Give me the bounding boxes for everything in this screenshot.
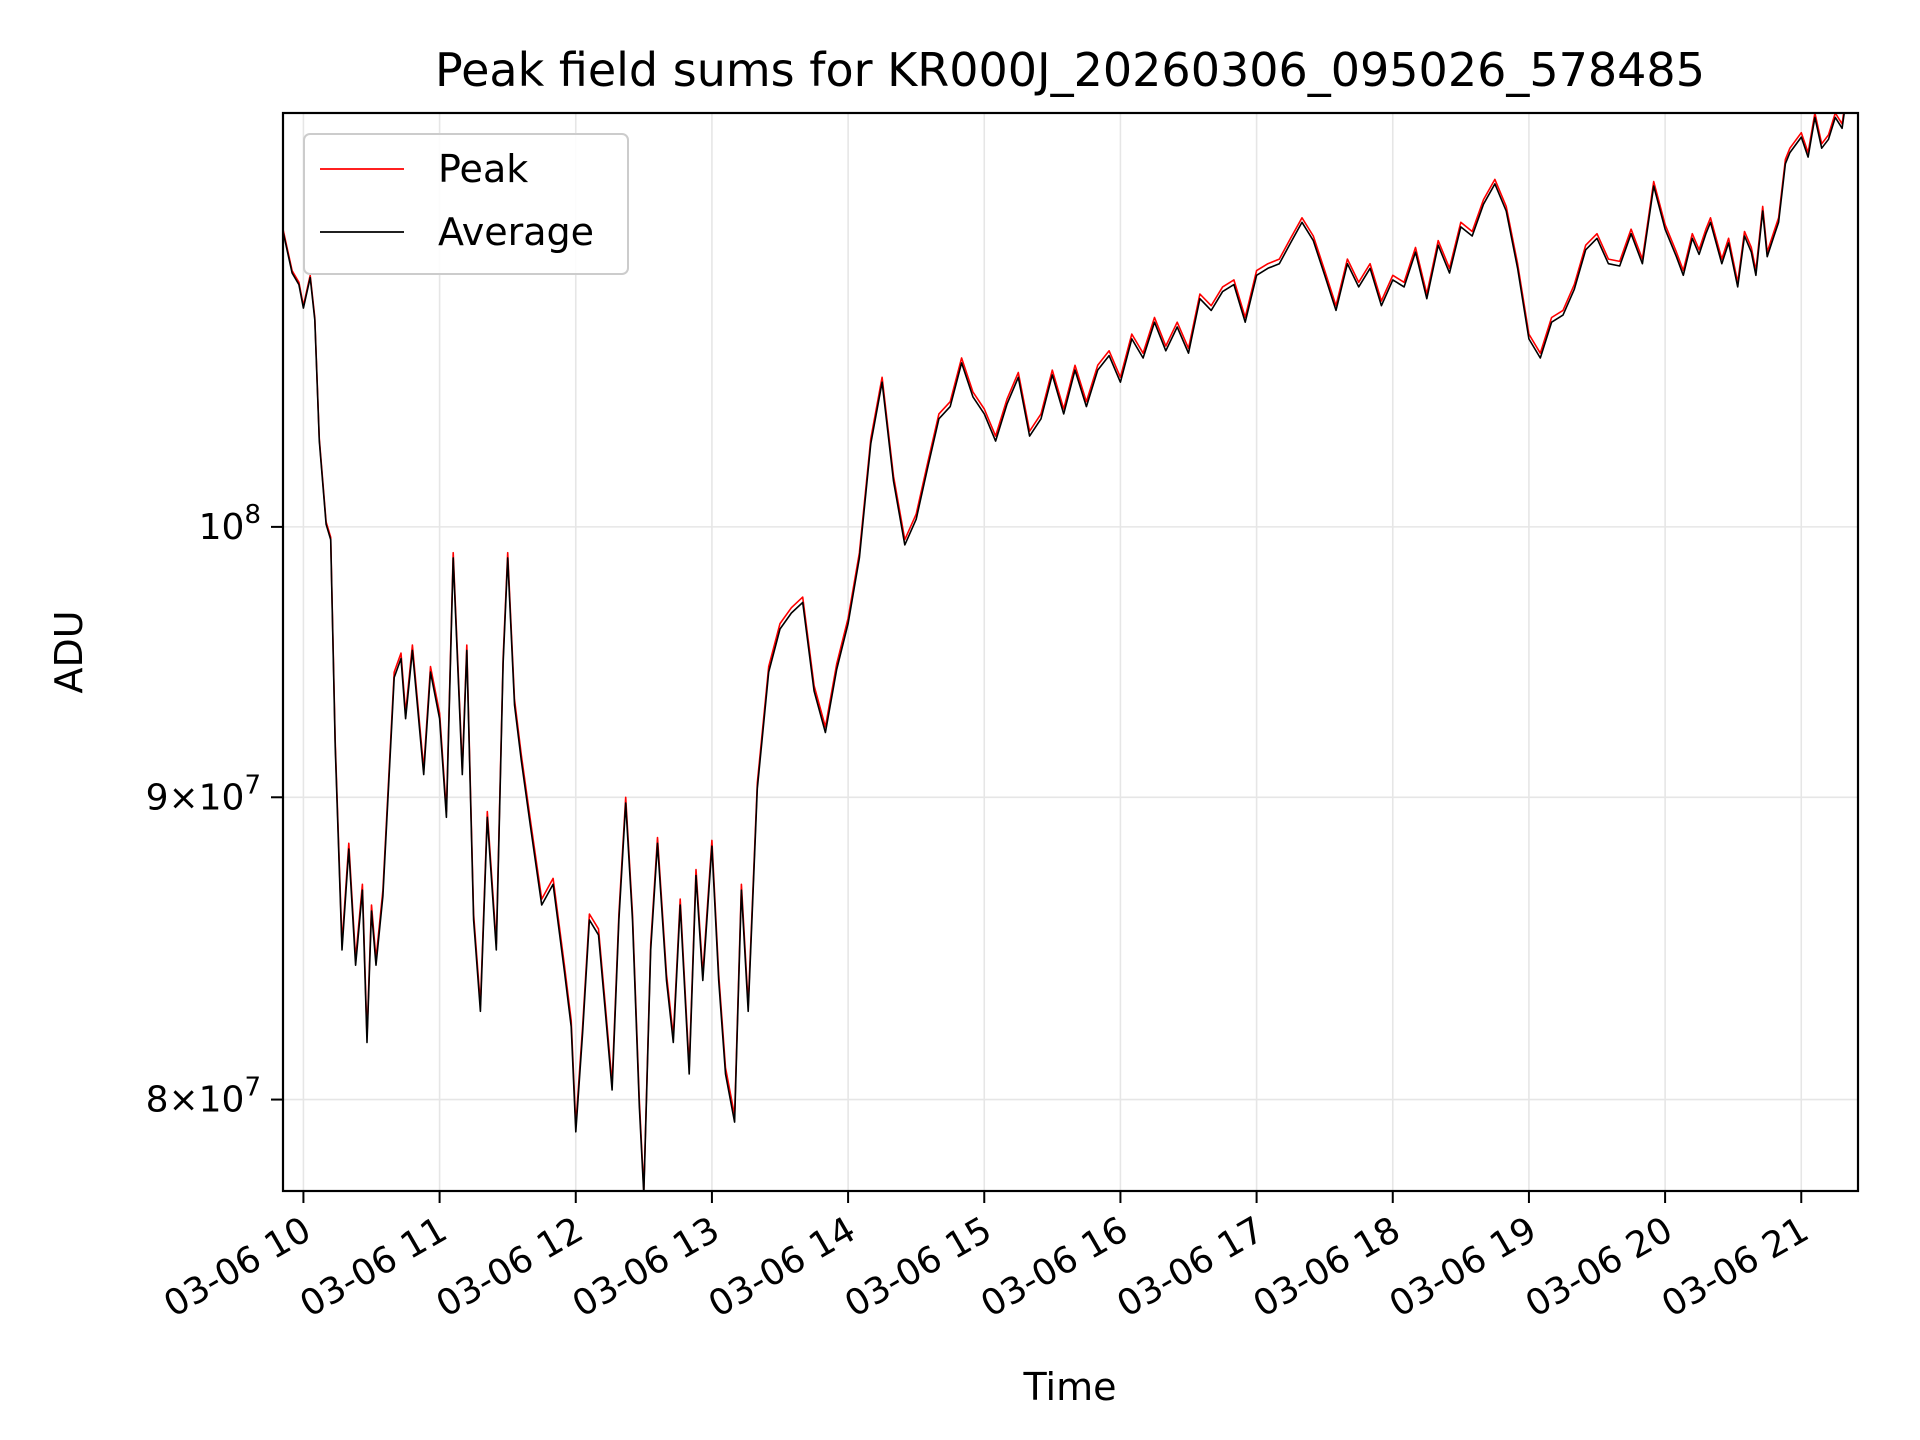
grid [283, 113, 1858, 1191]
legend-label-peak: Peak [438, 147, 528, 191]
x-tick-label: 03-06 15 [838, 1209, 999, 1325]
x-tick-label: 03-06 16 [974, 1209, 1135, 1325]
x-tick-label: 03-06 21 [1655, 1209, 1816, 1325]
y-tick-label: 108 [199, 500, 261, 548]
y-tick-label: 8×107 [146, 1073, 261, 1121]
plot-area [283, 113, 1846, 1191]
plot-frame [281, 111, 1860, 1193]
x-tick-label: 03-06 13 [566, 1209, 727, 1325]
x-axis-label: Time [1023, 1365, 1117, 1409]
y-tick-label: 9×107 [146, 770, 261, 818]
legend-label-average: Average [438, 210, 594, 254]
legend: Peak Average [303, 133, 629, 275]
x-tick-label: 03-06 20 [1519, 1209, 1680, 1325]
chart-title: Peak field sums for KR000J_20260306_0950… [435, 43, 1705, 97]
y-axis-label: ADU [47, 610, 91, 693]
x-tick-label: 03-06 11 [293, 1209, 454, 1325]
series-line-average [283, 113, 1846, 1191]
x-tick-label: 03-06 12 [430, 1209, 591, 1325]
x-tick-label: 03-06 17 [1110, 1209, 1271, 1325]
x-tick-label: 03-06 14 [702, 1209, 863, 1325]
x-tick-label: 03-06 18 [1247, 1209, 1408, 1325]
x-tick-label: 03-06 19 [1383, 1209, 1544, 1325]
x-tick-label: 03-06 10 [157, 1209, 318, 1325]
y-axis: 8×107 9×107 108 [146, 500, 283, 1121]
